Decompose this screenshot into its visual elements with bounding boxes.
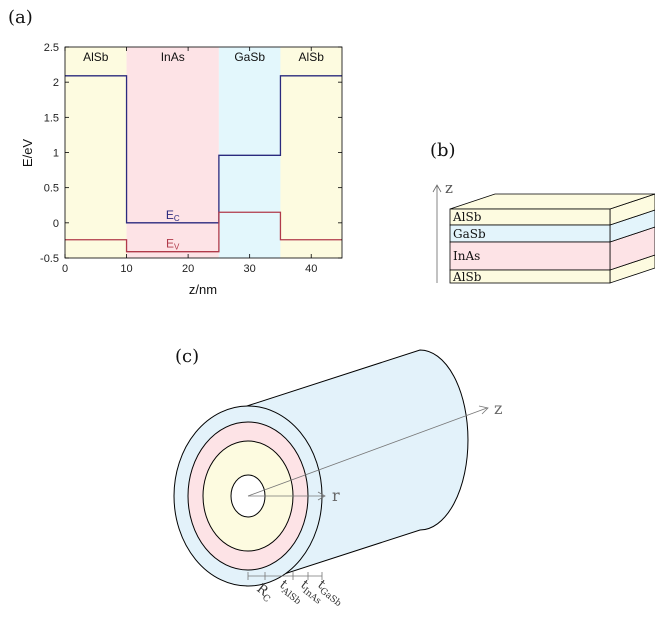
- stack-label-gasb: GaSb: [453, 227, 486, 241]
- y-tick-label-3: 1: [53, 148, 59, 160]
- series-line-0: [65, 75, 342, 224]
- x-tick-label-2: 20: [182, 263, 194, 275]
- cylinder-r-label: r: [332, 486, 340, 505]
- y-tick-label-1: 0: [53, 218, 59, 230]
- x-tick-label-3: 30: [244, 263, 256, 275]
- stack-label-alsb-bottom: AlSb: [452, 270, 482, 284]
- chart-ticks: 0 10 20 30 40-0.500.511.522.5: [40, 42, 342, 275]
- y-tick-label-0: -0.5: [40, 253, 59, 265]
- panel-b-label: (b): [430, 140, 456, 161]
- chart-series: [65, 75, 342, 253]
- chart-series-labels: EC EV: [166, 208, 180, 252]
- region-label-3: AlSb: [299, 50, 325, 64]
- series-label-0: EC: [166, 208, 180, 223]
- stack-label-inas: InAs: [453, 249, 480, 263]
- x-tick-label-1: 10: [120, 263, 132, 275]
- series-line-1: [65, 211, 342, 253]
- region-3: [280, 47, 342, 258]
- y-tick-label-5: 2: [53, 77, 59, 89]
- y-tick-label-2: 0.5: [44, 183, 59, 195]
- y-tick-label-6: 2.5: [44, 42, 59, 54]
- series-label-1: EV: [166, 237, 180, 252]
- x-axis-label: z/nm: [189, 282, 217, 297]
- chart-region-labels: AlSb InAs GaSb AlSb: [83, 50, 324, 64]
- region-label-2: GaSb: [234, 50, 265, 64]
- cylinder-z-label: z: [494, 399, 502, 418]
- panel-a-label: (a): [8, 7, 33, 28]
- dimension-label-rc: RC: [252, 581, 276, 605]
- dimension-label-tgasb: tGaSb: [313, 577, 347, 609]
- y-axis-label: E/eV: [20, 139, 35, 168]
- x-tick-label-4: 40: [305, 263, 317, 275]
- region-label-0: AlSb: [83, 50, 109, 64]
- x-tick-label-0: 0: [62, 263, 68, 275]
- stack-label-alsb-top: AlSb: [452, 210, 482, 224]
- region-0: [65, 47, 127, 258]
- stack-layer-inas: [449, 241, 611, 271]
- cylinder-z-arrow-head: [478, 405, 489, 415]
- region-label-1: InAs: [161, 50, 185, 64]
- cylinder-r-arrow-head: [317, 491, 326, 501]
- stack-z-label: z: [445, 179, 453, 197]
- region-2: [218, 47, 281, 258]
- y-tick-label-4: 1.5: [44, 112, 59, 124]
- cylinder-z-axis: [247, 407, 488, 497]
- stack-z-arrow-head: [432, 184, 442, 193]
- stack-layer-alsb-bottom: [449, 269, 611, 284]
- panel-c-label: (c): [175, 346, 200, 367]
